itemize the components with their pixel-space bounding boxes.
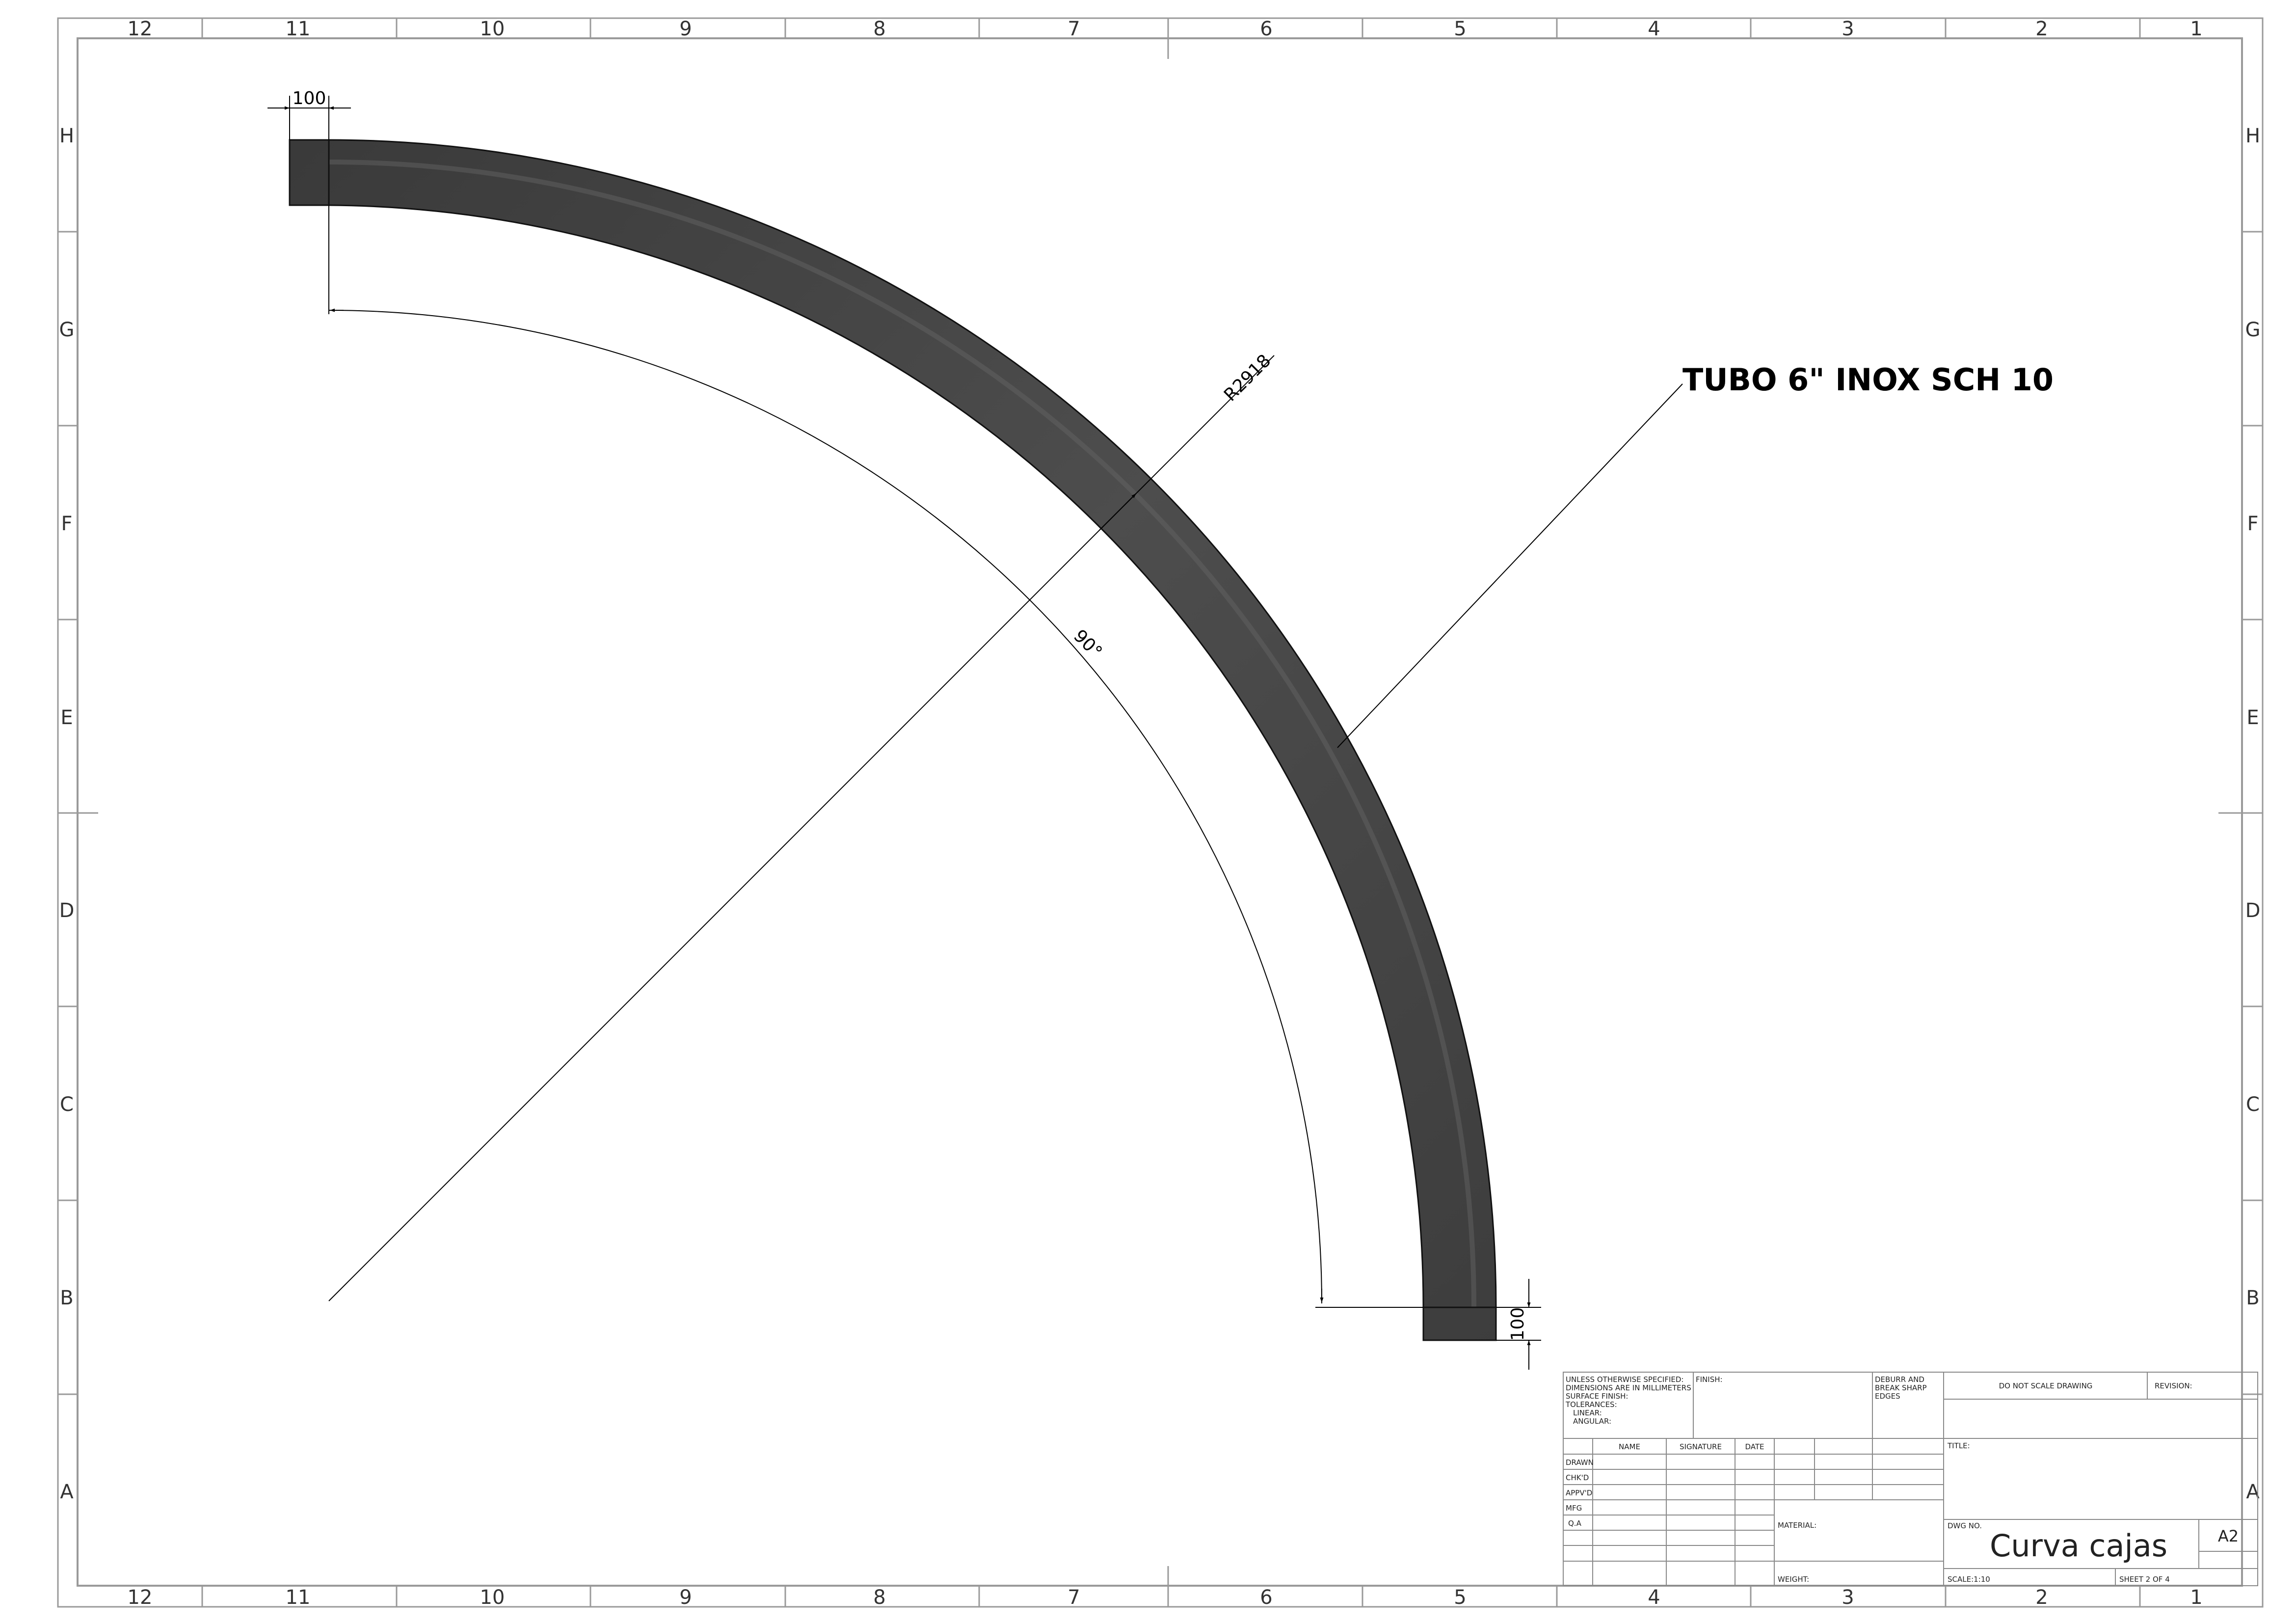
tb-col-signature: SIGNATURE <box>1680 1442 1722 1451</box>
col-label-bottom: 3 <box>1842 1586 1854 1609</box>
col-label-bottom: 2 <box>2035 1586 2048 1609</box>
tb-finish: FINISH: <box>1696 1375 1723 1384</box>
row-label-right: C <box>2246 1093 2260 1116</box>
col-label-bottom: 7 <box>1068 1586 1080 1609</box>
tb-dwg-no-label: DWG NO. <box>1948 1521 1982 1530</box>
row-label-right: E <box>2246 706 2259 729</box>
col-label-bottom: 6 <box>1260 1586 1272 1609</box>
col-label-top: 10 <box>480 18 505 40</box>
zone-labels: 12 11 10 9 8 7 6 5 4 3 2 1 12 11 10 9 8 … <box>59 18 2261 1609</box>
col-label-top: 12 <box>128 18 153 40</box>
col-label-top: 6 <box>1260 18 1272 40</box>
title-block-text: UNLESS OTHERWISE SPECIFIED: DIMENSIONS A… <box>1565 1375 2192 1584</box>
row-label-left: A <box>60 1481 74 1503</box>
tb-row-mfg: MFG <box>1566 1504 1582 1513</box>
col-label-bottom: 1 <box>2190 1586 2202 1609</box>
pipe-bend <box>289 139 1497 1341</box>
row-label-left: D <box>59 899 75 922</box>
col-label-top: 11 <box>286 18 311 40</box>
tb-unless-5: LINEAR: <box>1573 1408 1602 1417</box>
dim-right-text: 100 <box>1508 1307 1528 1341</box>
tb-dwg-name: Curva cajas <box>1990 1528 2167 1564</box>
col-label-bottom: 9 <box>679 1586 692 1609</box>
dim-angle-text: 90° <box>1069 626 1106 662</box>
tb-deburr-3: EDGES <box>1875 1392 1900 1401</box>
tb-unless-1: UNLESS OTHERWISE SPECIFIED: <box>1566 1375 1683 1384</box>
col-label-top: 3 <box>1842 18 1854 40</box>
dim-radius-text: R2918 <box>1220 351 1275 405</box>
tb-row-qa: Q.A <box>1568 1519 1582 1528</box>
row-label-right: D <box>2245 899 2261 922</box>
col-label-bottom: 11 <box>286 1586 311 1609</box>
col-label-bottom: 8 <box>873 1586 885 1609</box>
row-label-left: C <box>60 1093 74 1116</box>
row-label-right: F <box>2247 513 2258 535</box>
tb-col-date: DATE <box>1745 1442 1764 1451</box>
col-label-top: 8 <box>873 18 885 40</box>
tb-sheet: SHEET 2 OF 4 <box>2119 1575 2170 1584</box>
callout-leader <box>1337 383 1683 748</box>
title-block <box>1563 1372 2258 1586</box>
zone-ticks <box>58 18 2263 1607</box>
col-label-top: 7 <box>1068 18 1080 40</box>
col-label-bottom: 4 <box>1648 1586 1660 1609</box>
row-label-right: H <box>2245 125 2260 147</box>
tb-material: MATERIAL: <box>1778 1521 1816 1530</box>
tb-do-not-scale: DO NOT SCALE DRAWING <box>1999 1381 2093 1390</box>
tb-unless-3: SURFACE FINISH: <box>1566 1392 1628 1401</box>
outer-border <box>57 17 2264 1608</box>
tb-size: A2 <box>2218 1527 2239 1545</box>
dim-right-100 <box>1496 1279 1541 1370</box>
row-label-left: F <box>61 513 72 535</box>
dim-radius <box>328 355 1275 1301</box>
row-label-left: G <box>59 319 75 341</box>
tb-col-name: NAME <box>1619 1442 1640 1451</box>
row-label-right: G <box>2245 319 2261 341</box>
tb-deburr-1: DEBURR AND <box>1875 1375 1924 1384</box>
dim-angle-90 <box>328 205 1423 1308</box>
row-label-right: B <box>2246 1287 2259 1309</box>
col-label-bottom: 5 <box>1454 1586 1466 1609</box>
col-label-top: 1 <box>2190 18 2202 40</box>
tb-weight: WEIGHT: <box>1778 1575 1809 1584</box>
dim-top-text: 100 <box>293 88 326 108</box>
col-label-bottom: 10 <box>480 1586 505 1609</box>
col-label-top: 4 <box>1648 18 1660 40</box>
col-label-top: 2 <box>2035 18 2048 40</box>
tb-scale: SCALE:1:10 <box>1948 1575 1990 1584</box>
tb-title-label: TITLE: <box>1947 1441 1970 1450</box>
tb-row-drawn: DRAWN <box>1566 1458 1594 1467</box>
tb-row-appvd: APPV'D <box>1566 1489 1592 1497</box>
pipe-body <box>289 139 1497 1341</box>
row-label-left: B <box>60 1287 73 1309</box>
col-label-top: 9 <box>679 18 692 40</box>
inner-border <box>77 37 2243 1587</box>
tb-unless-2: DIMENSIONS ARE IN MILLIMETERS <box>1566 1383 1691 1392</box>
row-label-left: E <box>60 706 73 729</box>
col-label-top: 5 <box>1454 18 1466 40</box>
callout-text: TUBO 6" INOX SCH 10 <box>1682 362 2054 398</box>
tb-unless-6: ANGULAR: <box>1573 1417 1611 1426</box>
tb-row-chkd: CHK'D <box>1566 1473 1589 1482</box>
pipe-highlight <box>328 160 1476 1308</box>
dim-top-100 <box>267 96 351 140</box>
tb-deburr-2: BREAK SHARP <box>1875 1383 1927 1392</box>
tb-revision: REVISION: <box>2155 1381 2192 1390</box>
col-label-bottom: 12 <box>128 1586 153 1609</box>
row-label-left: H <box>59 125 74 147</box>
tb-unless-4: TOLERANCES: <box>1565 1400 1617 1409</box>
